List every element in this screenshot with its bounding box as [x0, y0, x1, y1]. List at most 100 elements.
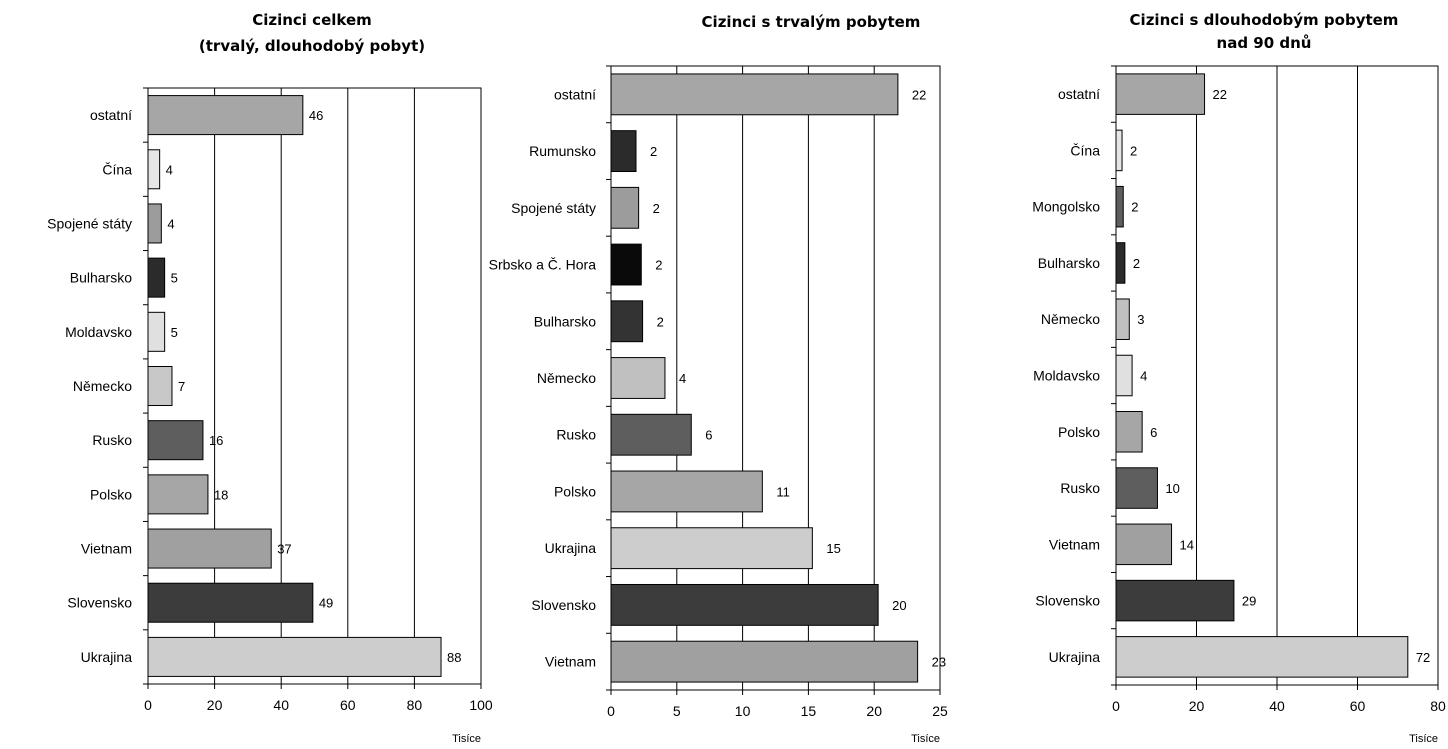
chart-1-title-line-1: Cizinci celkem	[252, 11, 372, 29]
chart-1-bar	[147, 95, 304, 136]
chart-1-category-label: Vietnam	[81, 541, 132, 557]
chart-1-bar	[147, 528, 272, 569]
chart-1-x-tick-label: 0	[144, 697, 152, 713]
chart-2-data-label: 2	[650, 144, 657, 159]
chart-3-data-label: 22	[1213, 87, 1227, 102]
chart-1-bar	[147, 365, 173, 407]
chart-2-x-axis-label: Tisíce	[911, 733, 940, 745]
chart-3-data-label: 14	[1180, 537, 1194, 552]
chart-3-x-axis-label: Tisíce	[1409, 733, 1438, 745]
chart-1-data-label: 16	[209, 433, 223, 448]
chart-2-x-tick-label: 5	[673, 703, 681, 719]
chart-3-title-line-1: Cizinci s dlouhodobým pobytem	[1130, 11, 1399, 29]
chart-1-category-label: Moldavsko	[65, 324, 132, 340]
chart-1-x-tick-label: 80	[407, 697, 423, 713]
chart-2-data-label: 2	[655, 258, 662, 273]
chart-3-bar	[1115, 185, 1124, 228]
chart-3-bar	[1115, 73, 1206, 115]
chart-3-bar	[1115, 411, 1143, 453]
chart-1-category-label: Ukrajina	[81, 649, 133, 665]
chart-1-data-label: 7	[178, 379, 185, 394]
chart-2-category-label: Spojené státy	[511, 200, 596, 216]
chart-1-category-label: ostatní	[90, 107, 132, 123]
chart-3-category-label: Moldavsko	[1033, 368, 1100, 384]
chart-3-data-label: 72	[1416, 650, 1430, 665]
chart-1-category-label: Čína	[102, 161, 132, 177]
chart-3-category-label: Mongolsko	[1032, 199, 1100, 215]
chart-2-title-line-1: Cizinci s trvalým pobytem	[702, 13, 921, 31]
chart-2-category-label: Srbsko a Č. Hora	[489, 257, 597, 273]
chart-1-category-label: Polsko	[90, 486, 132, 502]
chart-1-data-label: 37	[277, 542, 291, 557]
chart-1-bar	[147, 636, 442, 677]
chart-2-data-label: 20	[892, 598, 906, 613]
chart-3-category-label: Polsko	[1058, 424, 1100, 440]
chart-3-x-tick-label: 0	[1112, 698, 1120, 714]
chart-3-x-tick-label: 80	[1430, 698, 1446, 714]
chart-2-category-label: Polsko	[554, 483, 596, 499]
chart-2-category-label: Bulharsko	[534, 313, 596, 329]
chart-1-category-label: Bulharsko	[70, 270, 132, 286]
chart-1-category-label: Rusko	[92, 432, 132, 448]
chart-2-bar	[610, 243, 642, 286]
chart-2-x-tick-label: 0	[607, 703, 615, 719]
chart-2-data-label: 15	[826, 541, 840, 556]
chart-2-bar	[610, 640, 919, 683]
chart-1-bar	[147, 203, 162, 244]
chart-3-bar	[1115, 636, 1409, 678]
chart-1-x-tick-label: 100	[469, 697, 493, 713]
chart-1-bar	[147, 149, 161, 190]
chart-3-bar	[1115, 129, 1123, 172]
chart-2-bar	[610, 73, 899, 116]
chart-1-data-label: 18	[214, 487, 228, 502]
chart-2-x-tick-label: 20	[866, 703, 882, 719]
chart-1-x-tick-label: 40	[273, 697, 289, 713]
chart-1-data-label: 46	[309, 108, 323, 123]
chart-3-bar	[1115, 523, 1173, 566]
chart-2-x-tick-label: 25	[932, 703, 948, 719]
chart-3-title-line-2: nad 90 dnů	[1217, 34, 1312, 52]
chart-3-data-label: 2	[1133, 256, 1140, 271]
chart-2-category-label: ostatní	[554, 86, 596, 102]
chart-1-bar	[147, 257, 166, 298]
chart-1-x-tick-label: 20	[207, 697, 223, 713]
chart-2-data-label: 23	[932, 655, 946, 670]
chart-2-data-label: 11	[776, 484, 790, 499]
chart-3-category-label: ostatní	[1058, 86, 1100, 102]
chart-2-bar	[610, 413, 692, 456]
chart-1-data-label: 49	[319, 596, 333, 611]
chart-3-bar	[1115, 467, 1158, 509]
chart-3-bar	[1115, 242, 1126, 284]
chart-3-bar	[1115, 579, 1235, 622]
chart-3-category-label: Německo	[1041, 311, 1100, 327]
chart-1-data-label: 5	[171, 325, 178, 340]
chart-1-data-label: 4	[166, 162, 173, 177]
chart-1-category-label: Slovensko	[67, 595, 132, 611]
chart-2-bar	[610, 186, 640, 229]
chart-2-data-label: 6	[705, 428, 712, 443]
chart-3-category-label: Ukrajina	[1049, 649, 1101, 665]
chart-3-data-label: 2	[1130, 143, 1137, 158]
chart-3-data-label: 4	[1140, 369, 1147, 384]
chart-1-title-line-2: (trvalý, dlouhodobý pobyt)	[199, 37, 425, 55]
chart-1-bar	[147, 311, 166, 352]
chart-1-data-label: 88	[447, 650, 461, 665]
chart-1-data-label: 5	[171, 271, 178, 286]
chart-2-data-label: 2	[653, 201, 660, 216]
chart-2-category-label: Německo	[537, 370, 596, 386]
chart-1-bar	[147, 420, 204, 461]
chart-2-data-label: 22	[912, 87, 926, 102]
chart-2-category-label: Slovensko	[531, 597, 596, 613]
chart-3-bar	[1115, 298, 1130, 340]
chart-3-data-label: 2	[1131, 200, 1138, 215]
chart-3-data-label: 3	[1137, 312, 1144, 327]
chart-2-category-label: Rumunsko	[529, 143, 596, 159]
chart-2-category-label: Vietnam	[545, 654, 596, 670]
chart-3-category-label: Bulharsko	[1038, 255, 1100, 271]
chart-1-bar	[147, 474, 209, 515]
chart-3-category-label: Čína	[1070, 142, 1100, 158]
chart-3-data-label: 29	[1242, 594, 1256, 609]
chart-1-bar	[147, 582, 314, 623]
chart-3-category-label: Vietnam	[1049, 536, 1100, 552]
